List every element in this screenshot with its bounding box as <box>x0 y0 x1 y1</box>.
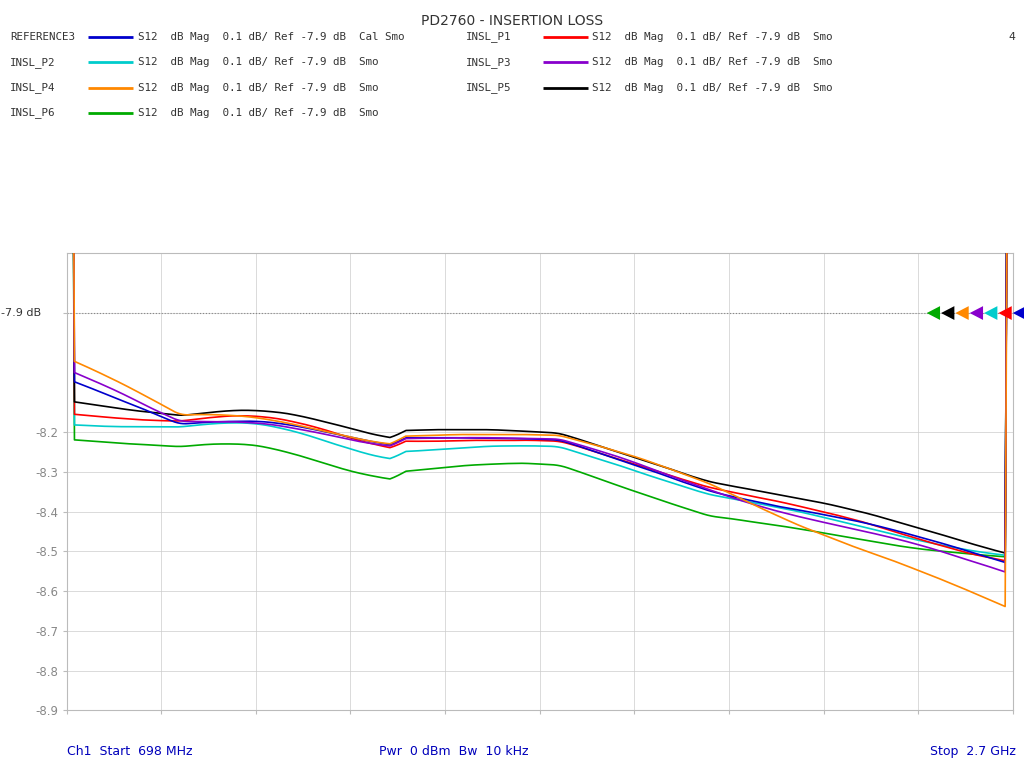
Text: PD2760 - INSERTION LOSS: PD2760 - INSERTION LOSS <box>421 14 603 28</box>
Text: Stop  2.7 GHz: Stop 2.7 GHz <box>930 745 1016 757</box>
Text: INSL_P5: INSL_P5 <box>466 82 511 93</box>
Text: INSL_P3: INSL_P3 <box>466 57 511 68</box>
Text: 4: 4 <box>1009 31 1016 42</box>
Text: INSL_P1: INSL_P1 <box>466 31 511 42</box>
Text: S12  dB Mag  0.1 dB/ Ref -7.9 dB  Smo: S12 dB Mag 0.1 dB/ Ref -7.9 dB Smo <box>138 57 379 68</box>
Text: S12  dB Mag  0.1 dB/ Ref -7.9 dB  Smo: S12 dB Mag 0.1 dB/ Ref -7.9 dB Smo <box>592 82 833 93</box>
Text: S12  dB Mag  0.1 dB/ Ref -7.9 dB  Cal Smo: S12 dB Mag 0.1 dB/ Ref -7.9 dB Cal Smo <box>138 31 404 42</box>
Text: INSL_P2: INSL_P2 <box>10 57 55 68</box>
Text: INSL_P6: INSL_P6 <box>10 108 55 118</box>
Text: INSL_P4: INSL_P4 <box>10 82 55 93</box>
Text: Ch1  Start  698 MHz: Ch1 Start 698 MHz <box>67 745 193 757</box>
Text: REFERENCE3: REFERENCE3 <box>10 31 75 42</box>
Text: S12  dB Mag  0.1 dB/ Ref -7.9 dB  Smo: S12 dB Mag 0.1 dB/ Ref -7.9 dB Smo <box>592 57 833 68</box>
Text: S12  dB Mag  0.1 dB/ Ref -7.9 dB  Smo: S12 dB Mag 0.1 dB/ Ref -7.9 dB Smo <box>138 108 379 118</box>
Text: S12  dB Mag  0.1 dB/ Ref -7.9 dB  Smo: S12 dB Mag 0.1 dB/ Ref -7.9 dB Smo <box>138 82 379 93</box>
Text: -7.9 dB: -7.9 dB <box>1 308 41 318</box>
Text: Pwr  0 dBm  Bw  10 kHz: Pwr 0 dBm Bw 10 kHz <box>379 745 528 757</box>
Text: S12  dB Mag  0.1 dB/ Ref -7.9 dB  Smo: S12 dB Mag 0.1 dB/ Ref -7.9 dB Smo <box>592 31 833 42</box>
